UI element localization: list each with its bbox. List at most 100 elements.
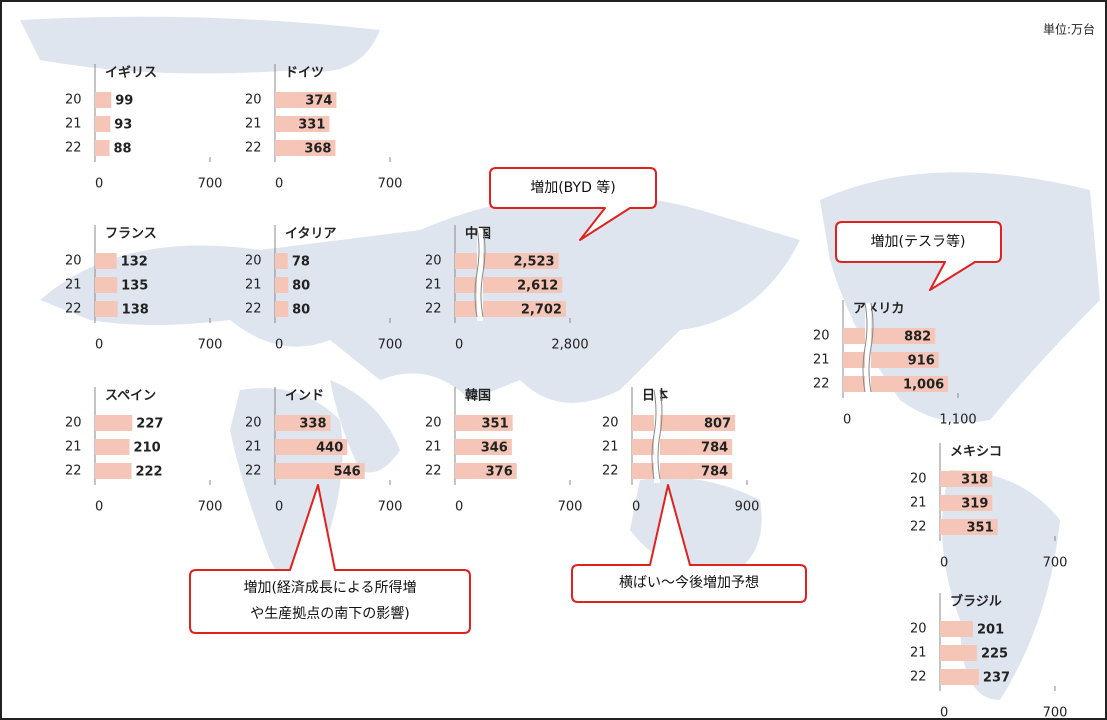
x-tick-label: 700 (1043, 706, 1068, 720)
x-tick-label: 0 (275, 177, 283, 192)
axis-break (474, 227, 486, 318)
x-tick-label: 2,800 (551, 338, 588, 353)
year-label: 22 (65, 464, 82, 479)
callout-text: 横ばい～今後増加予想 (619, 575, 759, 591)
axis-break-gap (654, 390, 660, 483)
value-label: 237 (983, 671, 1010, 686)
year-label: 21 (65, 117, 82, 132)
bar (95, 116, 111, 132)
value-label: 784 (701, 465, 728, 480)
country-chart: イタリア 0 700 20 78 21 80 22 80 (245, 225, 402, 353)
chart-title: メキシコ (950, 445, 1002, 460)
year-label: 22 (65, 141, 82, 156)
year-label: 20 (245, 254, 262, 269)
bar (275, 415, 331, 431)
value-label: 319 (961, 497, 988, 512)
value-label: 2,523 (513, 255, 554, 270)
chart-title: スペイン (105, 389, 156, 404)
charts: イギリス 0 700 20 99 21 93 22 88 ドイツ 0 700 20 374 21 331 22 3… (65, 64, 1067, 720)
chart-title: イタリア (285, 227, 336, 242)
bar (95, 463, 132, 479)
value-label: 138 (122, 303, 149, 318)
year-label: 20 (65, 93, 82, 108)
callout-box (835, 221, 1002, 291)
callout-text: 増加(BYD 等) (530, 179, 616, 196)
year-label: 22 (910, 520, 927, 535)
year-label: 21 (65, 278, 82, 293)
bar (275, 253, 288, 269)
x-tick-label: 700 (198, 500, 223, 515)
bar (940, 621, 974, 637)
year-label: 20 (65, 416, 82, 431)
value-label: 80 (292, 303, 310, 318)
axis-break-gap (477, 228, 483, 321)
arctic (20, 16, 380, 74)
x-tick-label: 700 (378, 338, 403, 353)
x-tick-label: 1,100 (939, 413, 976, 428)
bar (275, 92, 337, 108)
x-tick-label: 700 (198, 177, 223, 192)
callout-text: 増加(テスラ等) (871, 233, 966, 250)
chart-title: インド (285, 389, 324, 404)
value-label: 882 (904, 330, 931, 345)
bar (275, 463, 365, 479)
value-label: 88 (113, 142, 131, 157)
callout-text: や生産拠点の南下の影響) (250, 605, 409, 622)
bar (275, 277, 289, 293)
annotations: 増加(BYD 等) 増加(テスラ等) 増加(経済成長による所得増や生産拠点の南下の影… (243, 179, 965, 622)
bar (95, 92, 112, 108)
bar (95, 277, 118, 293)
bar (95, 253, 117, 269)
value-label: 132 (121, 255, 148, 270)
value-label: 227 (136, 417, 163, 432)
callout-box (489, 167, 657, 241)
value-label: 351 (967, 521, 994, 536)
bar (95, 301, 118, 317)
bar (275, 439, 348, 455)
axis-break-gap (865, 303, 871, 396)
x-tick-label: 900 (735, 500, 760, 515)
chart-title: イギリス (105, 65, 157, 81)
bar (940, 471, 993, 487)
value-label: 346 (481, 441, 508, 456)
x-tick-label: 0 (275, 500, 283, 515)
bar (95, 415, 133, 431)
bar (275, 116, 330, 132)
year-label: 21 (813, 353, 830, 368)
india-land (330, 380, 400, 473)
value-label: 784 (701, 441, 728, 456)
x-tick-label: 0 (940, 706, 948, 720)
year-label: 20 (425, 416, 442, 431)
year-label: 22 (425, 302, 442, 317)
x-tick-label: 0 (95, 500, 103, 515)
year-label: 21 (910, 496, 927, 511)
year-label: 20 (602, 416, 619, 431)
x-tick-label: 700 (558, 500, 583, 515)
axis-break (651, 389, 663, 480)
year-label: 21 (65, 440, 82, 455)
year-label: 20 (910, 622, 927, 637)
callout-box (571, 484, 807, 603)
value-label: 318 (961, 473, 988, 488)
value-label: 78 (292, 255, 310, 270)
country-chart: ブラジル 0 700 20 201 21 225 22 237 (910, 593, 1067, 720)
value-label: 135 (121, 279, 148, 294)
chart-title: フランス (105, 227, 157, 242)
value-label: 99 (115, 94, 133, 109)
country-chart: ドイツ 0 700 20 374 21 331 22 368 (245, 64, 402, 192)
bar (275, 301, 289, 317)
year-label: 22 (910, 670, 927, 685)
value-label: 546 (334, 465, 361, 480)
x-tick-label: 700 (378, 500, 403, 515)
bar (940, 519, 998, 535)
value-label: 201 (977, 623, 1004, 638)
year-label: 22 (425, 464, 442, 479)
x-tick-label: 0 (843, 413, 851, 428)
value-label: 376 (486, 465, 513, 480)
x-tick-label: 700 (1043, 556, 1068, 571)
year-label: 20 (425, 254, 442, 269)
chart-title: アメリカ (853, 302, 904, 317)
x-tick-label: 0 (632, 500, 640, 515)
